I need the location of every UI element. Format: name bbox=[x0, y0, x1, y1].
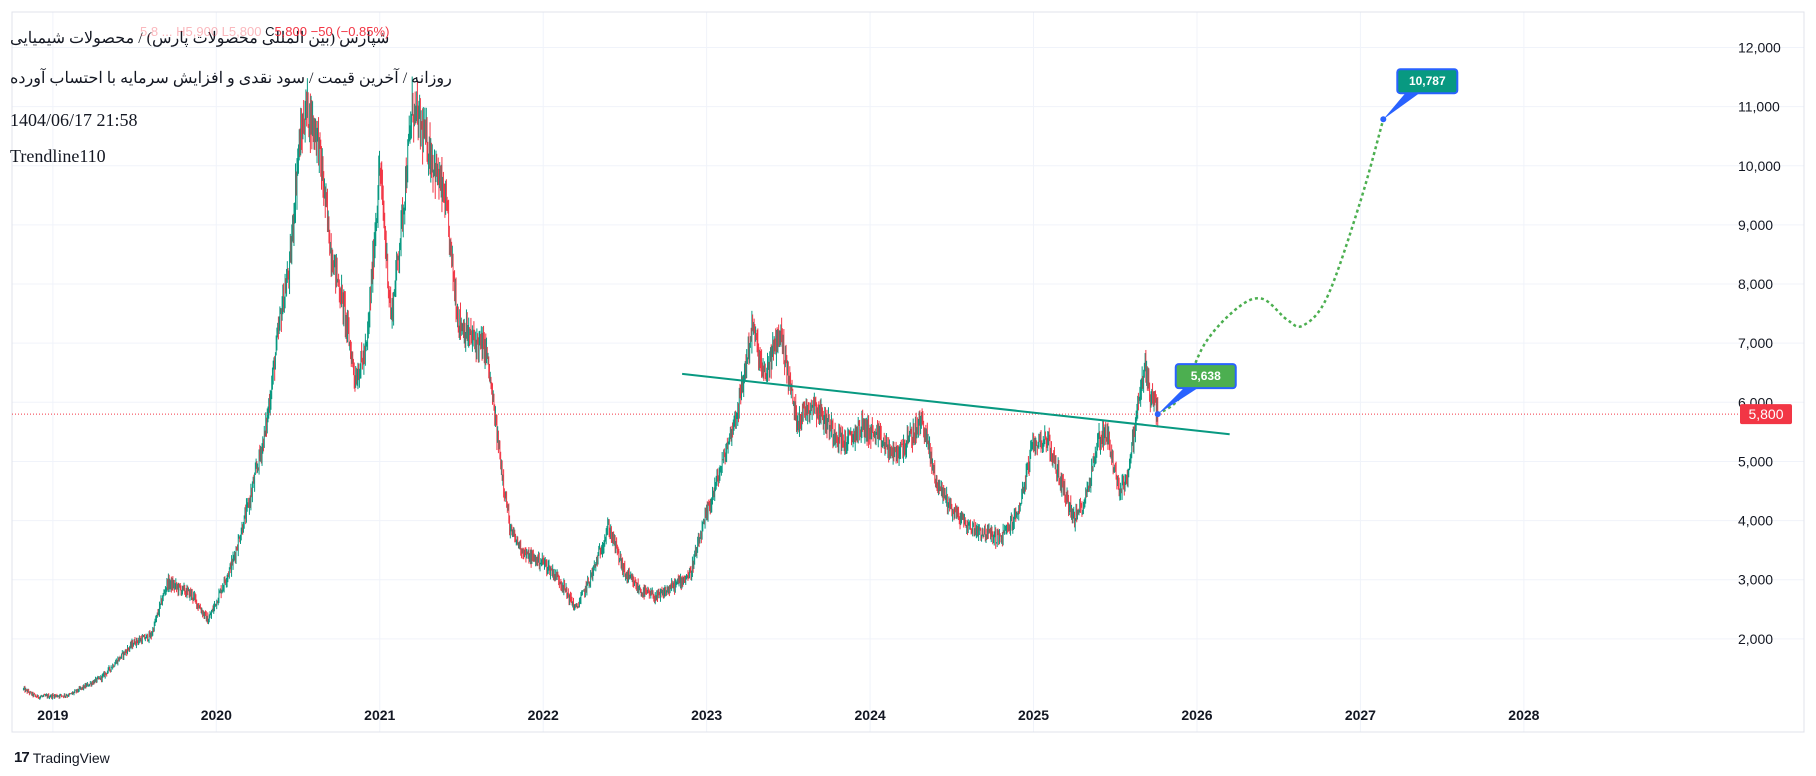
y-tick-label: 2,000 bbox=[1738, 631, 1773, 647]
forecast-point bbox=[1154, 411, 1161, 418]
last-price-label: 5,800 bbox=[1740, 404, 1792, 425]
forecast-label-box bbox=[1174, 363, 1237, 390]
tradingview-logo-icon: 17 bbox=[14, 749, 30, 766]
x-tick-label: 2025 bbox=[1018, 707, 1049, 723]
trendline-group[interactable] bbox=[682, 372, 1230, 436]
y-tick-label: 8,000 bbox=[1738, 276, 1773, 292]
y-tick-label: 10,000 bbox=[1738, 158, 1781, 174]
close-value: 5,800 bbox=[274, 24, 307, 39]
forecast-label-text: 5,638 bbox=[1191, 369, 1221, 383]
chart-subtitle: روزانه / آخرین قیمت / سود نقدی و افزایش … bbox=[10, 70, 452, 87]
x-tick-label: 2026 bbox=[1181, 707, 1212, 723]
y-tick-label: 11,000 bbox=[1738, 99, 1780, 115]
brand-name: TradingView bbox=[32, 749, 110, 766]
y-tick-label: 12,000 bbox=[1738, 39, 1781, 55]
chart-grid bbox=[12, 12, 1804, 732]
last-price-text: 5,800 bbox=[1748, 406, 1783, 422]
y-tick-label: 4,000 bbox=[1738, 513, 1773, 529]
chart-frame bbox=[11, 11, 1805, 733]
ohlc-readout: 5,8 ... H5,900 L5,800 C5,800 −50 (−0.85%… bbox=[140, 24, 389, 39]
candlestick-series bbox=[22, 76, 1159, 700]
price-change: −50 (−0.85%) bbox=[310, 24, 390, 39]
forecast-label-pointer bbox=[1157, 388, 1198, 415]
forecast-projection[interactable]: 5,638 10,787 bbox=[1154, 68, 1459, 418]
x-tick-label: 2021 bbox=[364, 707, 395, 723]
y-tick-label: 5,000 bbox=[1738, 453, 1773, 469]
x-tick-label: 2022 bbox=[528, 707, 559, 723]
y-tick-label: 9,000 bbox=[1738, 217, 1773, 233]
forecast-label-pointer bbox=[1383, 93, 1420, 120]
y-tick-label: 7,000 bbox=[1738, 335, 1773, 351]
timestamp: 1404/06/17 21:58 bbox=[10, 110, 138, 130]
x-tick-label: 2023 bbox=[691, 707, 722, 723]
close-label: C bbox=[265, 24, 275, 39]
y-tick-label: 3,000 bbox=[1738, 572, 1773, 588]
symbol-title: شپارس (بین المللی محصولات پارس) / محصولا… bbox=[10, 30, 390, 47]
tradingview-footer[interactable]: 17 TradingView bbox=[14, 749, 110, 766]
last-price-box bbox=[1740, 404, 1792, 425]
x-tick-label: 2024 bbox=[855, 707, 886, 723]
forecast-label-box bbox=[1396, 68, 1459, 95]
forecast-label-text: 10,787 bbox=[1409, 74, 1446, 88]
trendline bbox=[682, 372, 1230, 436]
time-axis[interactable]: 2019 2020 2021 2022 2023 2024 2025 2026 2027 2028 bbox=[37, 707, 1539, 723]
x-tick-label: 2019 bbox=[37, 707, 68, 723]
ohlc-faded: 5,8 ... H5,900 L5,800 bbox=[140, 24, 262, 39]
forecast-point bbox=[1380, 116, 1387, 123]
x-tick-label: 2028 bbox=[1508, 707, 1539, 723]
x-tick-label: 2020 bbox=[201, 707, 232, 723]
indicator-name[interactable]: Trendline110 bbox=[10, 146, 106, 166]
x-tick-label: 2027 bbox=[1345, 707, 1376, 723]
